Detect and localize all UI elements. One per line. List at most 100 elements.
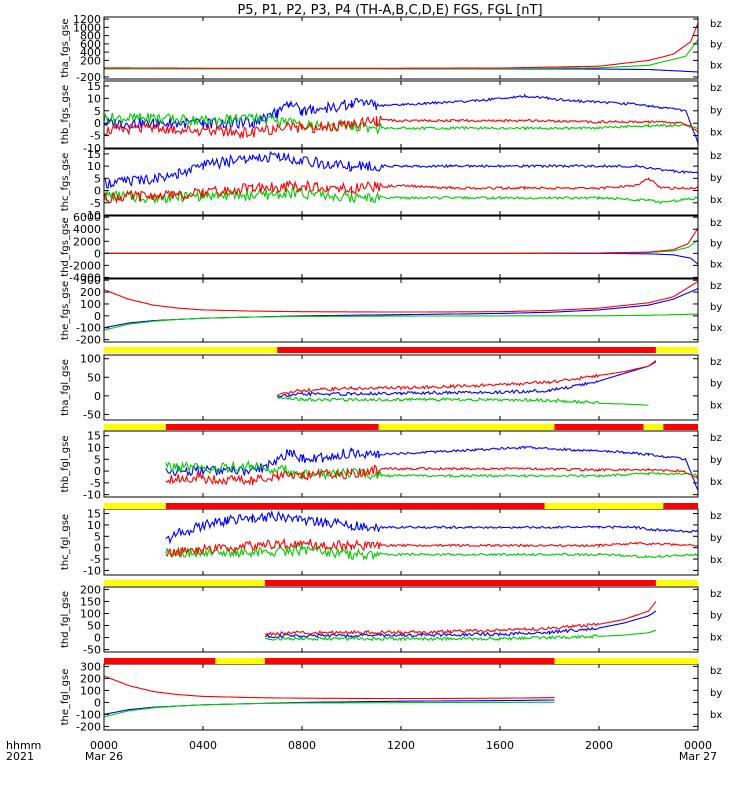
y-tick-label: 15 — [87, 508, 101, 521]
time-axis: hhmm 2021 Mar 26 Mar 27 0000 0400 0800 1200… — [6, 739, 717, 763]
mode-bar — [104, 503, 698, 509]
y-tick-label: -5 — [90, 553, 101, 566]
legend-bx: bx — [710, 477, 722, 488]
y-tick-label: 200 — [80, 583, 101, 596]
mode-bar-segment-yellow — [104, 580, 265, 586]
mode-bar-segment-yellow — [104, 424, 166, 430]
plot-title: P5, P1, P2, P3, P4 (TH-A,B,C,D,E) FGS, F… — [237, 3, 542, 18]
y-tick-label: 1000 — [73, 21, 101, 34]
y-tick-label: -50 — [83, 408, 101, 421]
x-unit-label: hhmm — [6, 739, 41, 752]
y-axis-label: thb_fgl_gse — [60, 436, 71, 493]
mode-bar-segment-yellow — [655, 580, 698, 586]
y-tick-label: 200 — [80, 672, 101, 685]
mode-bar-segment-red — [165, 424, 379, 430]
y-tick-label: 10 — [87, 92, 101, 105]
y-tick-label: 100 — [80, 353, 101, 366]
y-tick-label: 300 — [80, 660, 101, 673]
legend-by: by — [710, 105, 722, 116]
mode-bars — [104, 347, 698, 664]
y-tick-label: 100 — [80, 684, 101, 697]
y-tick-label: -100 — [76, 322, 101, 335]
mode-bar-segment-yellow — [544, 503, 664, 509]
mode-bar-segment-yellow — [378, 424, 555, 430]
mode-bar-segment-red — [663, 424, 698, 430]
mode-bar-segment-red — [663, 503, 698, 509]
legend-bx: bx — [710, 555, 722, 566]
y-tick-label: 5 — [94, 530, 101, 543]
series-group — [104, 150, 698, 205]
legend-bz: bz — [710, 357, 722, 368]
legend-bz: bz — [710, 83, 722, 94]
panel-frame — [103, 278, 699, 343]
series-by-line — [104, 701, 555, 718]
y-tick-label: -50 — [83, 644, 101, 657]
mode-bar — [104, 580, 698, 586]
y-tick-label: 600 — [80, 38, 101, 51]
legend-bx: bx — [710, 400, 722, 411]
series-bx-line — [104, 287, 698, 329]
y-tick-label: 4000 — [73, 223, 101, 236]
y-tick-label: 5 — [94, 172, 101, 185]
series-by-line — [165, 544, 698, 561]
y-tick-label: -4000 — [69, 271, 101, 284]
y-tick-label: 100 — [80, 607, 101, 620]
legend-by: by — [710, 688, 722, 699]
y-tick-label: 6000 — [73, 211, 101, 224]
legend-bz: bz — [710, 666, 722, 677]
mode-bar-segment-yellow — [104, 503, 166, 509]
series-by-line — [165, 460, 698, 481]
series-by-line — [104, 112, 698, 136]
series-bx-line — [264, 610, 657, 639]
x-year-label: 2021 — [6, 750, 34, 763]
y-tick-label: -200 — [76, 71, 101, 84]
mode-bar — [104, 424, 698, 430]
y-tick-label: -10 — [83, 142, 101, 155]
legend-bz: bz — [710, 589, 722, 600]
series-group — [104, 280, 698, 331]
y-tick-label: 200 — [80, 286, 101, 299]
y-axis-label: thd_fgl_gse — [60, 591, 71, 648]
x-tick-label: 0400 — [189, 739, 217, 752]
y-tick-label: -5 — [90, 477, 101, 490]
y-tick-label: 300 — [80, 274, 101, 287]
y-tick-label: 1200 — [73, 13, 101, 26]
x-tick-label: 0000 — [684, 739, 712, 752]
mode-bar-segment-red — [264, 658, 555, 664]
legend-by: by — [710, 40, 722, 51]
y-tick-label: 200 — [80, 54, 101, 67]
y-tick-label: -100 — [76, 708, 101, 721]
legend-by: by — [710, 533, 722, 544]
y-axis-label: thc_fgs_gse — [60, 153, 71, 212]
mode-bar — [104, 658, 698, 664]
y-tick-label: -10 — [83, 564, 101, 577]
y-tick-label: 10 — [87, 519, 101, 532]
y-tick-label: -5 — [90, 197, 101, 210]
y-tick-label: 0 — [94, 542, 101, 555]
legend-bz: bz — [710, 433, 722, 444]
y-tick-label: 0 — [94, 117, 101, 130]
y-tick-label: 10 — [87, 160, 101, 173]
y-tick-label: 100 — [80, 298, 101, 311]
series-bx-line — [104, 92, 698, 144]
y-tick-label: 5 — [94, 453, 101, 466]
y-tick-label: 150 — [80, 595, 101, 608]
legend-by: by — [710, 302, 722, 313]
mode-bar-segment-yellow — [215, 658, 265, 664]
panel-frame — [103, 586, 699, 653]
y-tick-label: -200 — [76, 720, 101, 733]
series-bz-line — [104, 177, 698, 204]
series-bz-line — [104, 280, 698, 313]
mode-bar-segment-red — [277, 347, 656, 353]
panel-frame — [103, 508, 699, 576]
series-bx-line — [165, 509, 698, 545]
y-tick-label: 15 — [87, 430, 101, 443]
series-group — [264, 601, 657, 643]
legend-bz: bz — [710, 19, 722, 30]
legend-bx: bx — [710, 710, 722, 721]
x-tick-label: 0000 — [90, 739, 118, 752]
